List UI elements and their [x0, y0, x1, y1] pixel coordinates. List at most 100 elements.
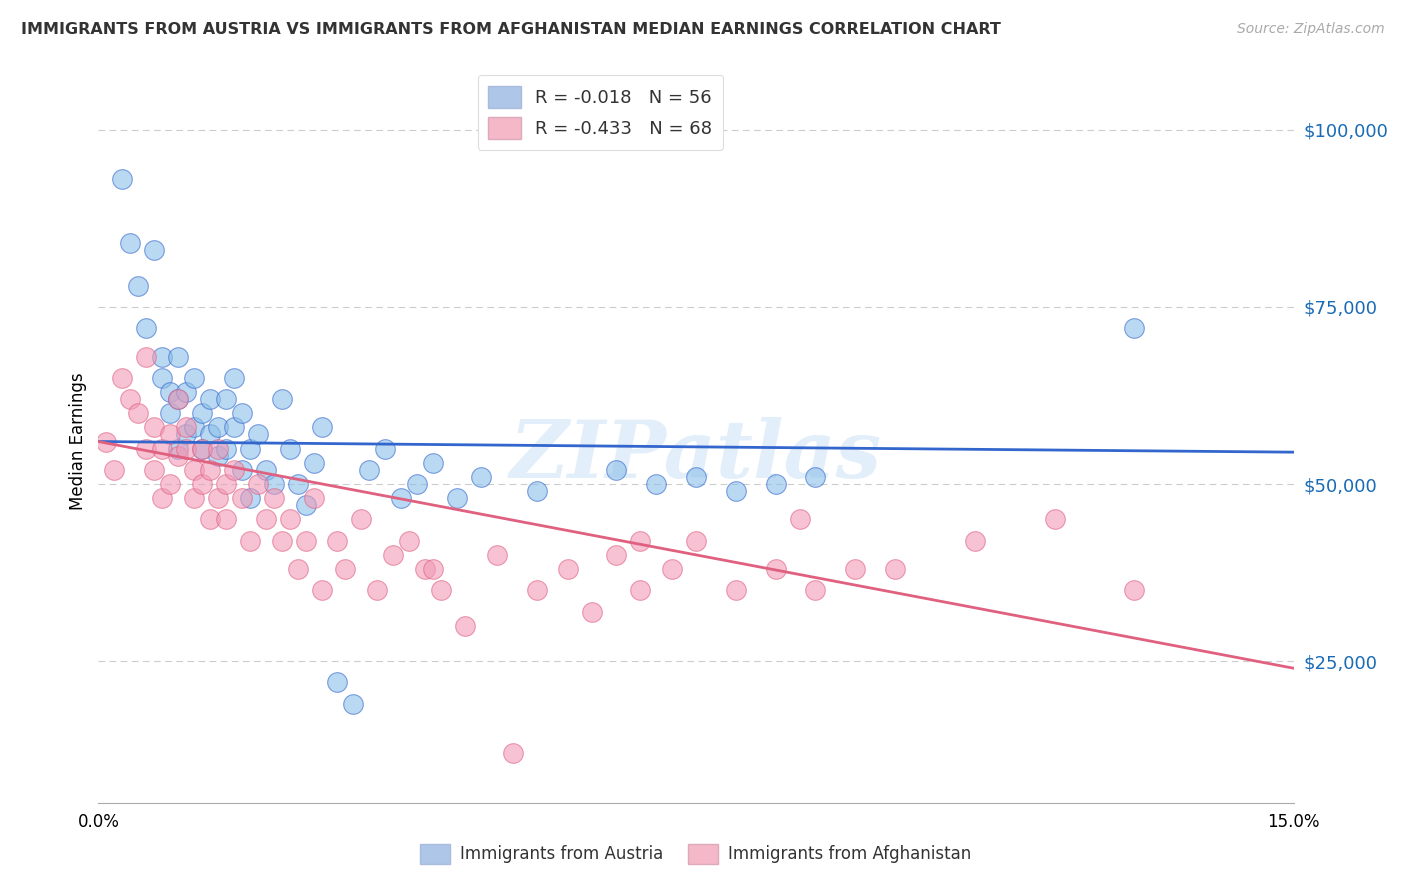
Point — [111, 172, 134, 186]
Point — [628, 533, 651, 548]
Point — [167, 442, 190, 456]
Point — [198, 392, 221, 406]
Point — [183, 491, 205, 506]
Point — [430, 583, 453, 598]
Point — [127, 406, 149, 420]
Point — [254, 512, 277, 526]
Point — [406, 477, 429, 491]
Point — [167, 392, 190, 406]
Point — [222, 420, 245, 434]
Point — [270, 533, 292, 548]
Point — [207, 442, 229, 456]
Point — [222, 371, 245, 385]
Point — [413, 562, 436, 576]
Point — [326, 533, 349, 548]
Point — [311, 583, 333, 598]
Point — [359, 463, 381, 477]
Point — [804, 470, 827, 484]
Point — [366, 583, 388, 598]
Point — [311, 420, 333, 434]
Point — [191, 477, 214, 491]
Point — [263, 491, 285, 506]
Point — [294, 533, 316, 548]
Point — [191, 442, 214, 456]
Point — [287, 562, 309, 576]
Point — [198, 427, 221, 442]
Point — [198, 463, 221, 477]
Point — [215, 442, 238, 456]
Point — [239, 491, 262, 506]
Point — [174, 384, 197, 399]
Point — [207, 449, 229, 463]
Point — [724, 484, 747, 499]
Point — [374, 442, 396, 456]
Point — [183, 371, 205, 385]
Point — [526, 583, 548, 598]
Point — [389, 491, 412, 506]
Point — [174, 427, 197, 442]
Point — [222, 463, 245, 477]
Point — [159, 406, 181, 420]
Point — [159, 427, 181, 442]
Point — [191, 406, 214, 420]
Point — [382, 548, 405, 562]
Point — [1123, 583, 1146, 598]
Point — [485, 548, 508, 562]
Point — [150, 491, 173, 506]
Point — [302, 491, 325, 506]
Point — [446, 491, 468, 506]
Point — [661, 562, 683, 576]
Point — [143, 463, 166, 477]
Text: ZIPatlas: ZIPatlas — [510, 417, 882, 495]
Point — [254, 463, 277, 477]
Point — [398, 533, 420, 548]
Text: IMMIGRANTS FROM AUSTRIA VS IMMIGRANTS FROM AFGHANISTAN MEDIAN EARNINGS CORRELATI: IMMIGRANTS FROM AUSTRIA VS IMMIGRANTS FR… — [21, 22, 1001, 37]
Point — [246, 477, 269, 491]
Point — [278, 512, 301, 526]
Point — [167, 449, 190, 463]
Point — [884, 562, 907, 576]
Point — [215, 512, 238, 526]
Point — [143, 244, 166, 258]
Point — [159, 384, 181, 399]
Point — [135, 321, 157, 335]
Point — [342, 697, 364, 711]
Point — [685, 470, 707, 484]
Point — [159, 477, 181, 491]
Point — [454, 618, 477, 632]
Point — [278, 442, 301, 456]
Point — [765, 477, 787, 491]
Point — [127, 278, 149, 293]
Point — [270, 392, 292, 406]
Point — [804, 583, 827, 598]
Point — [263, 477, 285, 491]
Point — [302, 456, 325, 470]
Point — [135, 350, 157, 364]
Point — [645, 477, 668, 491]
Text: Source: ZipAtlas.com: Source: ZipAtlas.com — [1237, 22, 1385, 37]
Point — [150, 442, 173, 456]
Point — [628, 583, 651, 598]
Point — [215, 477, 238, 491]
Point — [963, 533, 986, 548]
Point — [605, 548, 627, 562]
Point — [326, 675, 349, 690]
Point — [183, 420, 205, 434]
Point — [111, 371, 134, 385]
Point — [470, 470, 492, 484]
Point — [526, 484, 548, 499]
Point — [581, 605, 603, 619]
Point — [231, 463, 253, 477]
Point — [422, 562, 444, 576]
Point — [287, 477, 309, 491]
Point — [844, 562, 866, 576]
Point — [174, 420, 197, 434]
Point — [207, 420, 229, 434]
Y-axis label: Median Earnings: Median Earnings — [69, 373, 87, 510]
Point — [1043, 512, 1066, 526]
Point — [724, 583, 747, 598]
Point — [231, 406, 253, 420]
Point — [294, 498, 316, 512]
Point — [239, 442, 262, 456]
Point — [350, 512, 373, 526]
